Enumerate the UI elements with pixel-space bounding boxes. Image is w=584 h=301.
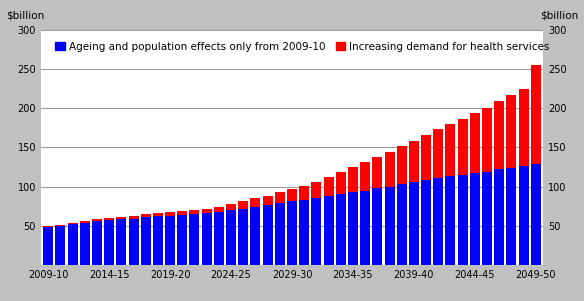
Bar bbox=[519, 89, 529, 166]
Bar bbox=[165, 216, 175, 265]
Bar bbox=[178, 211, 187, 215]
Bar bbox=[384, 152, 395, 187]
Bar bbox=[275, 203, 285, 265]
Bar bbox=[68, 224, 78, 265]
Bar bbox=[214, 207, 224, 212]
Bar bbox=[421, 180, 431, 265]
Bar bbox=[201, 213, 211, 265]
Bar bbox=[360, 162, 370, 191]
Bar bbox=[494, 169, 504, 265]
Bar bbox=[92, 221, 102, 265]
Bar bbox=[104, 220, 114, 265]
Bar bbox=[238, 201, 248, 209]
Bar bbox=[104, 218, 114, 220]
Bar bbox=[55, 226, 65, 265]
Bar bbox=[482, 172, 492, 265]
Bar bbox=[153, 216, 163, 265]
Bar bbox=[189, 210, 200, 214]
Bar bbox=[251, 198, 260, 207]
Bar bbox=[519, 166, 529, 265]
Bar bbox=[409, 141, 419, 182]
Legend: Ageing and population effects only from 2009-10, Increasing demand for health se: Ageing and population effects only from … bbox=[51, 38, 554, 56]
Bar bbox=[373, 188, 383, 265]
Bar bbox=[470, 113, 480, 173]
Bar bbox=[384, 187, 395, 265]
Bar bbox=[506, 168, 516, 265]
Bar bbox=[336, 194, 346, 265]
Bar bbox=[238, 209, 248, 265]
Bar bbox=[458, 119, 468, 175]
Bar bbox=[421, 135, 431, 180]
Bar bbox=[433, 178, 443, 265]
Bar bbox=[531, 65, 541, 164]
Bar bbox=[373, 157, 383, 188]
Bar bbox=[116, 217, 126, 219]
Bar bbox=[263, 196, 273, 205]
Bar bbox=[43, 227, 53, 265]
Bar bbox=[201, 209, 211, 213]
Bar bbox=[287, 189, 297, 201]
Bar bbox=[299, 200, 309, 265]
Bar bbox=[433, 129, 443, 178]
Bar bbox=[506, 95, 516, 168]
Bar bbox=[178, 215, 187, 265]
Bar bbox=[80, 223, 90, 265]
Bar bbox=[446, 124, 456, 176]
Bar bbox=[324, 177, 333, 196]
Bar bbox=[68, 223, 78, 224]
Bar bbox=[311, 182, 321, 197]
Bar bbox=[251, 207, 260, 265]
Bar bbox=[409, 182, 419, 265]
Bar bbox=[226, 204, 236, 210]
Bar bbox=[153, 213, 163, 216]
Bar bbox=[263, 205, 273, 265]
Bar bbox=[128, 219, 138, 265]
Bar bbox=[128, 216, 138, 219]
Bar bbox=[92, 219, 102, 221]
Text: $billion: $billion bbox=[6, 11, 44, 21]
Bar bbox=[397, 146, 406, 184]
Bar bbox=[348, 167, 358, 192]
Bar bbox=[360, 191, 370, 265]
Bar bbox=[482, 107, 492, 172]
Bar bbox=[116, 219, 126, 265]
Text: $billion: $billion bbox=[540, 11, 578, 21]
Bar bbox=[43, 226, 53, 227]
Bar bbox=[275, 192, 285, 203]
Bar bbox=[311, 197, 321, 265]
Bar bbox=[80, 221, 90, 223]
Bar bbox=[531, 164, 541, 265]
Bar bbox=[55, 225, 65, 226]
Bar bbox=[446, 176, 456, 265]
Bar bbox=[494, 101, 504, 169]
Bar bbox=[299, 186, 309, 200]
Bar bbox=[165, 212, 175, 216]
Bar bbox=[336, 172, 346, 194]
Bar bbox=[397, 184, 406, 265]
Bar bbox=[141, 217, 151, 265]
Bar bbox=[348, 192, 358, 265]
Bar bbox=[470, 173, 480, 265]
Bar bbox=[189, 214, 200, 265]
Bar bbox=[458, 175, 468, 265]
Bar bbox=[226, 210, 236, 265]
Bar bbox=[141, 214, 151, 217]
Bar bbox=[287, 201, 297, 265]
Bar bbox=[324, 196, 333, 265]
Bar bbox=[214, 212, 224, 265]
